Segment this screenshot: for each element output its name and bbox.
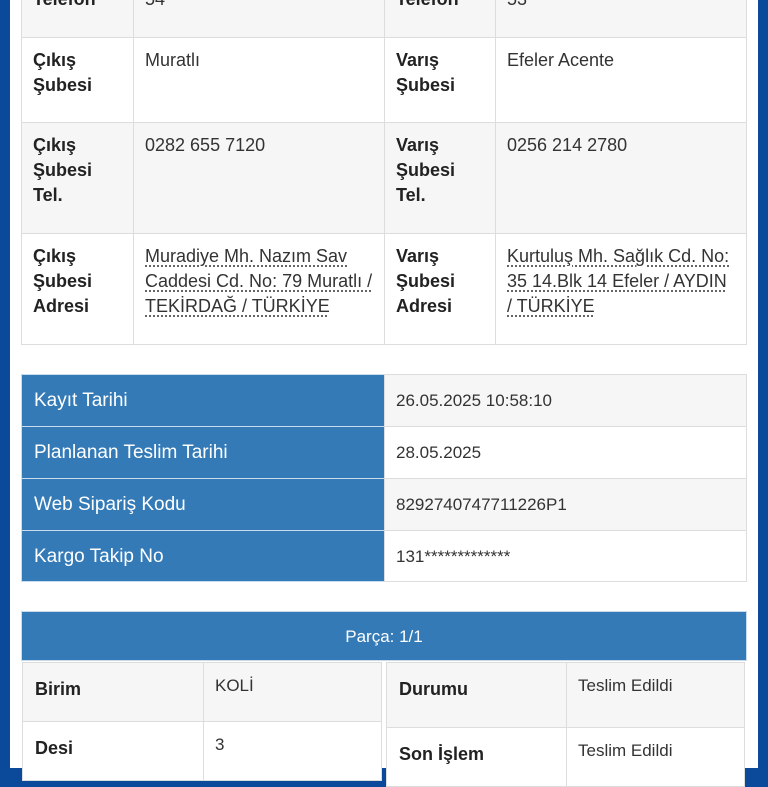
value-cell: 3: [203, 721, 382, 781]
parcel-header: Parça: 1/1: [21, 611, 747, 661]
label-cell: Son İşlem: [386, 727, 567, 787]
departure-address-link[interactable]: Muradiye Mh. Nazım Sav Caddesi Cd. No: 7…: [145, 246, 373, 316]
info-label: Planlanan Teslim Tarihi: [21, 426, 385, 479]
departure-address-cell: Muradiye Mh. Nazım Sav Caddesi Cd. No: 7…: [133, 233, 385, 345]
value-cell: Muratlı: [133, 37, 385, 123]
label-cell: Telefon: [21, 0, 134, 38]
value-cell: KOLİ: [203, 662, 382, 722]
value-cell: 54: [133, 0, 385, 38]
label-cell: Varış Şubesi Tel.: [384, 122, 496, 234]
info-value: 28.05.2025: [384, 426, 747, 479]
arrival-address-link[interactable]: Kurtuluş Mh. Sağlık Cd. No: 35 14.Blk 14…: [507, 246, 730, 316]
value-cell: 53: [495, 0, 747, 38]
info-label: Kayıt Tarihi: [21, 374, 385, 427]
label-cell: Varış Şubesi Adresi: [384, 233, 496, 345]
value-cell: 0282 655 7120: [133, 122, 385, 234]
label-cell: Durumu: [386, 662, 567, 728]
label-cell: Çıkış Şubesi Adresi: [21, 233, 134, 345]
value-cell: Efeler Acente: [495, 37, 747, 123]
label-cell: Telefon: [384, 0, 496, 38]
label-cell: Desi: [22, 721, 204, 781]
info-label: Kargo Takip No: [21, 530, 385, 582]
info-value: 8292740747711226P1: [384, 478, 747, 531]
info-value: 131*************: [384, 530, 747, 582]
value-cell: Teslim Edildi: [566, 662, 745, 728]
value-cell: Teslim Edildi: [566, 727, 745, 787]
label-cell: Çıkış Şubesi Tel.: [21, 122, 134, 234]
info-value: 26.05.2025 10:58:10: [384, 374, 747, 427]
arrival-address-cell: Kurtuluş Mh. Sağlık Cd. No: 35 14.Blk 14…: [495, 233, 747, 345]
info-label: Web Sipariş Kodu: [21, 478, 385, 531]
value-cell: 0256 214 2780: [495, 122, 747, 234]
label-cell: Varış Şubesi: [384, 37, 496, 123]
label-cell: Çıkış Şubesi: [21, 37, 134, 123]
label-cell: Birim: [22, 662, 204, 722]
